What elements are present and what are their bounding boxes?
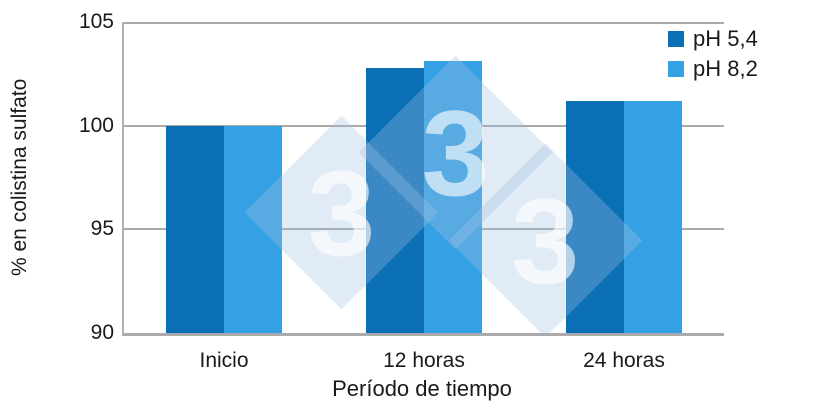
bar-ph-5-4-24-horas xyxy=(566,100,624,333)
legend-swatch-icon xyxy=(668,31,684,47)
legend-item-ph-5-4: pH 5,4 xyxy=(668,24,758,54)
y-tick-label-90: 90 xyxy=(90,321,114,344)
bar-ph-8-2-24-horas xyxy=(624,100,682,333)
x-tick-label-inicio: Inicio xyxy=(199,349,249,372)
legend-label: pH 8,2 xyxy=(693,56,758,81)
legend-swatch-icon xyxy=(668,61,684,77)
x-tick-label-24-horas: 24 horas xyxy=(583,349,665,372)
gridline-105 xyxy=(124,22,724,24)
y-axis-title: % en colistina sulfato xyxy=(8,78,31,277)
plot-area: 90 95 100 105 Inicio 12 horas 24 horas xyxy=(79,11,724,372)
y-tick-label-95: 95 xyxy=(90,217,114,241)
bar-ph-8-2-inicio xyxy=(224,125,282,333)
y-tick-label-100: 100 xyxy=(78,113,114,137)
y-tick-label-105: 105 xyxy=(78,10,114,33)
x-tick-label-12-horas: 12 horas xyxy=(383,349,465,372)
bar-ph-5-4-inicio xyxy=(166,125,224,333)
x-axis-title: Período de tiempo xyxy=(332,376,512,401)
bar-ph-5-4-12-horas xyxy=(366,67,424,333)
legend: pH 5,4 pH 8,2 xyxy=(668,24,758,84)
bar-ph-8-2-12-horas xyxy=(424,61,482,333)
legend-label: pH 5,4 xyxy=(693,26,758,51)
legend-item-ph-8-2: pH 8,2 xyxy=(668,54,758,84)
